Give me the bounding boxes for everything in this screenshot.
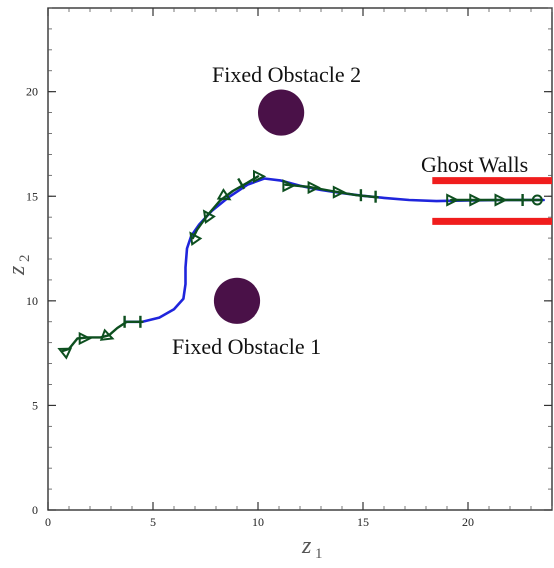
trajectory-marker-tick bbox=[237, 177, 246, 190]
y-axis-label: z bbox=[4, 265, 30, 276]
reference-path-line bbox=[124, 177, 545, 324]
trajectory-marker-triangle bbox=[253, 169, 267, 184]
trajectory-marker-circle bbox=[531, 194, 543, 206]
markers-layer bbox=[57, 169, 543, 360]
obstacle-2-label: Fixed Obstacle 2 bbox=[212, 62, 361, 87]
x-tick-label: 15 bbox=[357, 515, 369, 529]
trajectory-segment-1 bbox=[61, 320, 144, 353]
y-tick-label: 0 bbox=[32, 503, 38, 517]
trajectory-segment-2 bbox=[191, 175, 260, 240]
trajectory-marker-triangle bbox=[469, 193, 483, 207]
x-tick-label: 0 bbox=[45, 515, 51, 529]
x-tick-label: 10 bbox=[252, 515, 264, 529]
tick-labels: 0 5 10 15 20 0 5 10 15 20 bbox=[26, 85, 474, 529]
trajectory-marker-triangle bbox=[78, 331, 92, 346]
obstacles-layer bbox=[213, 89, 305, 324]
trajectory-marker-triangle bbox=[216, 188, 232, 201]
x-axis-label-subscript: 1 bbox=[315, 546, 323, 562]
trajectory-marker-triangle bbox=[494, 193, 508, 207]
x-tick-label: 20 bbox=[462, 515, 474, 529]
ghost-walls-label: Ghost Walls bbox=[421, 152, 528, 177]
x-axis-label: z bbox=[301, 533, 312, 559]
trajectory-marker-triangle bbox=[307, 180, 321, 195]
series-layer bbox=[61, 175, 545, 353]
y-tick-label: 5 bbox=[32, 398, 38, 412]
ghost-walls-layer bbox=[432, 177, 552, 225]
x-axis-label-group: z 1 bbox=[301, 533, 323, 562]
obstacle-2 bbox=[258, 89, 305, 136]
y-tick-label: 15 bbox=[26, 189, 38, 203]
y-tick-label: 20 bbox=[26, 85, 38, 99]
trajectory-segment-3 bbox=[284, 183, 379, 199]
trajectory-marker-triangle bbox=[189, 231, 203, 246]
y-tick-label: 10 bbox=[26, 294, 38, 308]
obstacle-1 bbox=[213, 277, 261, 324]
y-axis-label-group: z 2 bbox=[4, 255, 33, 277]
trajectory-marker-triangle bbox=[282, 179, 296, 193]
x-tick-label: 5 bbox=[150, 515, 156, 529]
trajectory-marker-triangle bbox=[57, 347, 73, 360]
trajectory-marker-triangle bbox=[99, 328, 115, 341]
y-axis-label-subscript: 2 bbox=[17, 255, 33, 263]
major-ticks bbox=[47, 8, 552, 511]
trajectory-marker-triangle bbox=[446, 193, 460, 207]
obstacle-1-label: Fixed Obstacle 1 bbox=[172, 334, 321, 359]
trajectory-marker-triangle bbox=[202, 209, 216, 224]
trajectory-marker-triangle bbox=[332, 185, 347, 199]
